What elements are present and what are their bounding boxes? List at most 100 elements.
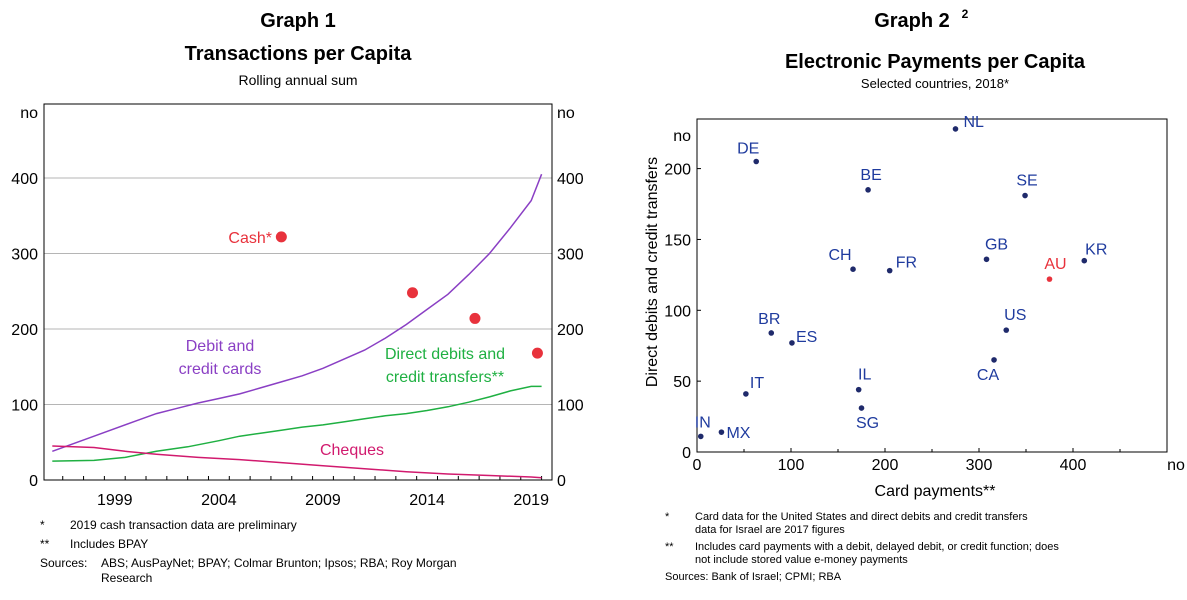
- graph1-annotation-dd-1: Direct debits and: [385, 346, 505, 363]
- graph1-x-tick: 2014: [409, 492, 445, 509]
- graph1-y-tick-right: 0: [557, 473, 566, 490]
- graph1-plot-frame: [44, 104, 552, 480]
- graph2-point-gb: [984, 256, 990, 262]
- graph1-y-tick-left: 200: [11, 322, 38, 339]
- note-mark: *: [665, 511, 695, 537]
- graph1-cash-point: [532, 348, 543, 359]
- graph2-y-axis-label: Direct debits and credit transfers: [644, 157, 661, 387]
- graph1-annotation-cheques: Cheques: [320, 442, 384, 459]
- graph2-x-tick: 100: [778, 457, 805, 474]
- graph1-cash-point: [276, 231, 287, 242]
- graph2-point-label-gb: GB: [985, 236, 1008, 253]
- graph1-y-tick-left: 300: [11, 247, 38, 264]
- graph1-label: Graph 1: [260, 10, 336, 32]
- graph1-sources: Sources: ABS; AusPayNet; BPAY; Colmar Br…: [40, 556, 560, 586]
- graph1-notes: * 2019 cash transaction data are prelimi…: [40, 518, 560, 586]
- graph2-sources: Sources: Bank of Israel; CPMI; RBA: [665, 571, 1165, 584]
- graph2-note-1: * Card data for the United States and di…: [665, 511, 1165, 537]
- graph1-y-tick-right: 300: [557, 247, 584, 264]
- graph2-point-sg: [859, 405, 865, 411]
- graph2-point-mx: [719, 429, 725, 435]
- graph2-y-tick: 50: [673, 374, 691, 391]
- note-text: 2019 cash transaction data are prelimina…: [70, 518, 297, 533]
- graph2-point-us: [1003, 327, 1009, 333]
- graph2-point-se: [1022, 193, 1028, 199]
- graph2-point-label-br: BR: [758, 311, 780, 328]
- graph2-point-label-au: AU: [1044, 256, 1066, 273]
- graph1-y-tick-right: 200: [557, 322, 584, 339]
- graph1-note-1: * 2019 cash transaction data are prelimi…: [40, 518, 560, 533]
- graph2-point-label-be: BE: [860, 167, 881, 184]
- graph2-point-label-il: IL: [858, 367, 871, 384]
- graph2-point-label-ca: CA: [977, 367, 1000, 384]
- graph1-annotation-cards-2: credit cards: [179, 361, 262, 378]
- graph1-y-tick-left: 100: [11, 398, 38, 415]
- graph1-series-line-1: [52, 386, 541, 461]
- graph1-annotation-dd-2: credit transfers**: [386, 369, 504, 386]
- graph2-point-label-nl: NL: [964, 114, 985, 131]
- graph2-point-label-kr: KR: [1085, 242, 1107, 259]
- graph2-point-label-es: ES: [796, 329, 817, 346]
- graph2-point-label-it: IT: [750, 375, 764, 392]
- graph1-x-tick: 2009: [305, 492, 341, 509]
- graph1-unit-right: no: [557, 105, 575, 122]
- graph1-cash-point: [469, 313, 480, 324]
- graph1-series-line-0: [52, 174, 541, 451]
- graph2-unit-y: no: [673, 128, 691, 145]
- note-text: Includes BPAY: [70, 537, 148, 552]
- graph2-point-de: [753, 159, 759, 165]
- graph1-y-tick-left: 400: [11, 171, 38, 188]
- graph2-point-kr: [1081, 258, 1087, 264]
- graph2-point-label-se: SE: [1016, 173, 1037, 190]
- note-mark: **: [665, 541, 695, 567]
- graph1-series-line-2: [52, 446, 541, 478]
- graph2-x-tick: 300: [966, 457, 993, 474]
- graph1-y-tick-right: 400: [557, 171, 584, 188]
- graph1-unit-left: no: [20, 105, 38, 122]
- graph2-title: Electronic Payments per Capita: [785, 51, 1086, 73]
- graph2-point-label-mx: MX: [726, 425, 750, 442]
- graph1-subtitle: Rolling annual sum: [238, 72, 357, 88]
- graph2-y-tick: 150: [664, 232, 691, 249]
- graph2-note-2: ** Includes card payments with a debit, …: [665, 541, 1165, 567]
- graph2-point-label-fr: FR: [896, 255, 917, 272]
- graph2-point-label-de: DE: [737, 141, 759, 158]
- graph2-point-ca: [991, 357, 997, 363]
- graph2-point-nl: [953, 126, 959, 132]
- graph2-x-tick: 400: [1060, 457, 1087, 474]
- graph2-point-es: [789, 340, 795, 346]
- graph2-label-superscript: 2: [962, 7, 969, 21]
- graph2-point-br: [768, 330, 774, 336]
- graph2-point-label-us: US: [1004, 307, 1026, 324]
- graph2-plot-frame: [697, 119, 1167, 452]
- graph1-annotation-cash: Cash*: [228, 230, 272, 247]
- graph2-x-tick: 0: [693, 457, 702, 474]
- graph2-point-be: [865, 187, 871, 193]
- graph2-y-tick: 100: [664, 303, 691, 320]
- graph1-y-tick-right: 100: [557, 398, 584, 415]
- graph2-notes: * Card data for the United States and di…: [665, 511, 1165, 584]
- note-mark: *: [40, 518, 70, 533]
- graph2-y-tick: 0: [682, 445, 691, 462]
- graph2-subtitle: Selected countries, 2018*: [861, 76, 1009, 91]
- graph2-point-il: [856, 387, 862, 393]
- graph2-point-label-sg: SG: [856, 415, 879, 432]
- graph2-point-fr: [887, 268, 893, 274]
- graph1-cash-point: [407, 287, 418, 298]
- note-mark: **: [40, 537, 70, 552]
- graph2-y-tick: 200: [664, 162, 691, 179]
- sources-text: ABS; AusPayNet; BPAY; Colmar Brunton; Ip…: [101, 556, 501, 586]
- graph1-annotation-cards-1: Debit and: [186, 338, 255, 355]
- note-text: Card data for the United States and dire…: [695, 511, 1035, 537]
- graph2-x-axis-label: Card payments**: [875, 483, 996, 500]
- graph2-point-in: [698, 434, 704, 440]
- graph2-point-ch: [850, 266, 856, 272]
- graph1-x-tick: 2019: [513, 492, 549, 509]
- graph1-x-tick: 1999: [97, 492, 133, 509]
- graph1-title: Transactions per Capita: [185, 43, 413, 65]
- graph2-unit-x: no: [1167, 457, 1185, 474]
- graph1-note-2: ** Includes BPAY: [40, 537, 560, 552]
- graph2-label: Graph 2: [874, 10, 950, 32]
- graph2-x-tick: 200: [872, 457, 899, 474]
